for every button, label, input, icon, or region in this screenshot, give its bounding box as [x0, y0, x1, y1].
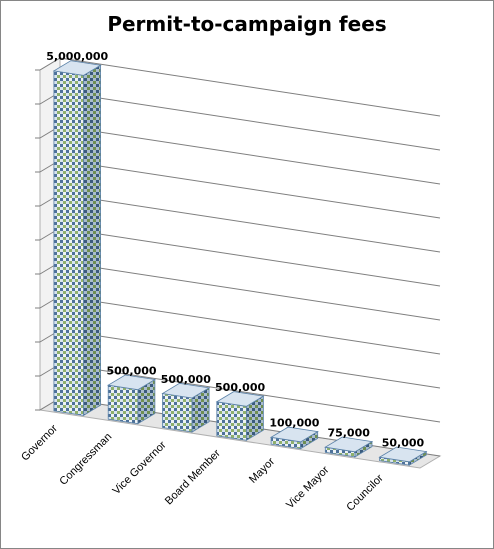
gridline-side: [39, 57, 61, 71]
data-label: 500,000: [215, 381, 265, 394]
bar-top-face: [324, 436, 374, 453]
data-label: 50,000: [382, 437, 425, 450]
bar-side-face: [83, 64, 101, 417]
bar-governor: [52, 60, 102, 417]
data-label: 500,000: [161, 373, 211, 386]
bar-vice-governor: [161, 382, 211, 433]
gridline: [59, 57, 441, 117]
gridline: [59, 159, 441, 219]
bar-vice-mayor: [324, 436, 374, 458]
bar-front-face: [107, 384, 139, 425]
bar-top-face: [107, 374, 157, 391]
category-label: Congressman: [57, 431, 114, 488]
bar-board-member: [215, 391, 265, 442]
data-labels: 5,000,000 500,000 500,000 500,000 100,000 75,…: [46, 50, 424, 449]
bar-top-face: [269, 426, 319, 443]
gridline: [59, 193, 441, 253]
bar-councilor: [378, 446, 428, 466]
data-label: 100,000: [269, 417, 319, 430]
category-label: Vice Mayor: [284, 464, 331, 511]
gridline: [59, 329, 441, 389]
chart-title: Permit-to-campaign fees: [107, 12, 387, 36]
gridline: [59, 295, 441, 355]
bar-front-face: [216, 401, 247, 441]
bar-congressman: [107, 374, 157, 425]
data-label: 500,000: [106, 365, 156, 378]
bar-mayor: [269, 426, 319, 450]
gridline: [59, 261, 441, 321]
data-label: 5,000,000: [46, 50, 108, 63]
category-label: Board Member: [163, 447, 223, 507]
gridline: [59, 125, 441, 185]
category-label: Governor: [19, 422, 60, 463]
bar-top-face: [161, 382, 211, 399]
category-label: Vice Governor: [111, 439, 169, 497]
gridline: [59, 227, 441, 287]
bar-top-face: [52, 60, 102, 76]
gridline: [59, 363, 441, 423]
category-label: Mayor: [247, 455, 277, 485]
bar-front-face: [53, 70, 84, 416]
gridline: [59, 91, 441, 151]
bar-top-face: [378, 446, 428, 463]
bars: [52, 60, 428, 466]
bar-top-face: [215, 391, 265, 407]
bar-front-face: [162, 393, 193, 433]
category-label: Councilor: [344, 472, 386, 514]
data-label: 75,000: [327, 427, 370, 440]
